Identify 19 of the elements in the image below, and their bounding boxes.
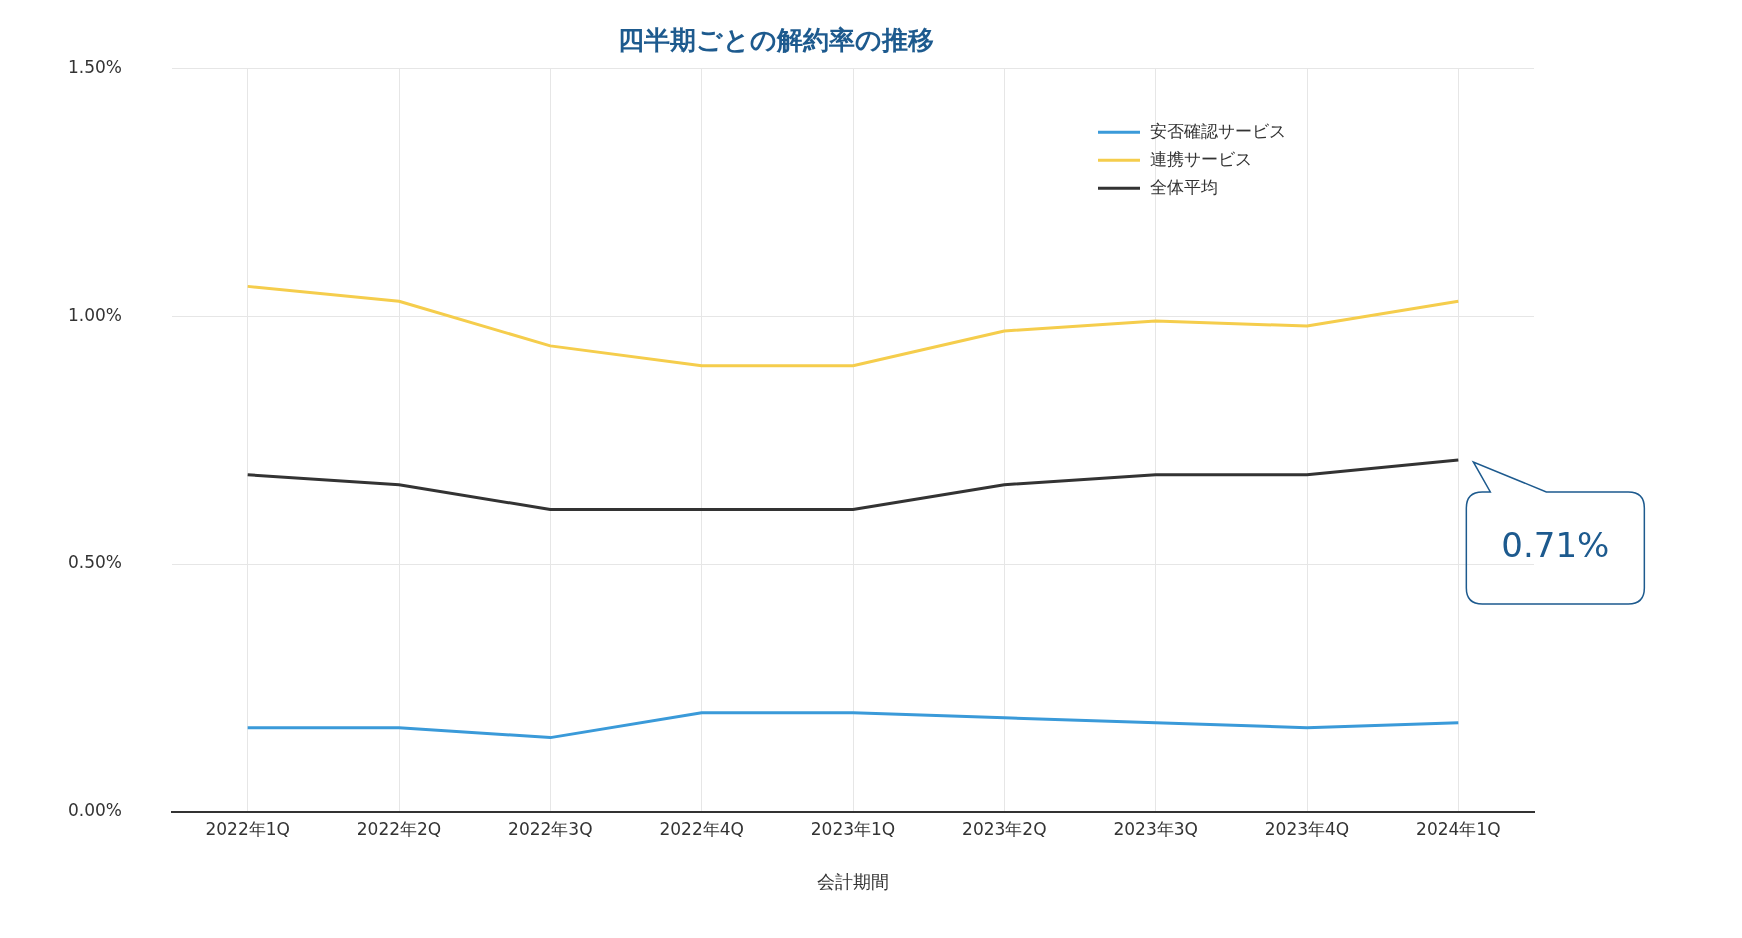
x-tick-label: 2022年3Q: [508, 818, 593, 839]
legend-label: 連携サービス: [1150, 148, 1252, 169]
x-tick-label: 2023年4Q: [1264, 818, 1350, 839]
y-tick-label: 0.00%: [67, 800, 122, 821]
y-tick-label: 1.00%: [67, 304, 122, 325]
chart-title: 四半期ごとの解約率の推移: [618, 25, 934, 56]
x-tick-label: 2022年2Q: [356, 818, 442, 839]
annotation: 0.71%: [1501, 524, 1610, 565]
y-tick-label: 1.50%: [67, 56, 122, 77]
x-axis-title: 会計期間: [817, 870, 889, 892]
y-tick-label: 0.50%: [67, 552, 122, 573]
x-tick-label: 2023年1Q: [810, 818, 896, 839]
legend-label: 安否確認サービス: [1150, 120, 1286, 141]
x-tick-label: 2023年2Q: [962, 818, 1047, 839]
x-tick-label: 2024年1Q: [1416, 818, 1501, 839]
legend-label: 全体平均: [1150, 176, 1218, 197]
x-tick-label: 2022年1Q: [205, 818, 290, 839]
x-tick-label: 2022年4Q: [659, 818, 744, 839]
x-tick-label: 2023年3Q: [1113, 818, 1198, 839]
